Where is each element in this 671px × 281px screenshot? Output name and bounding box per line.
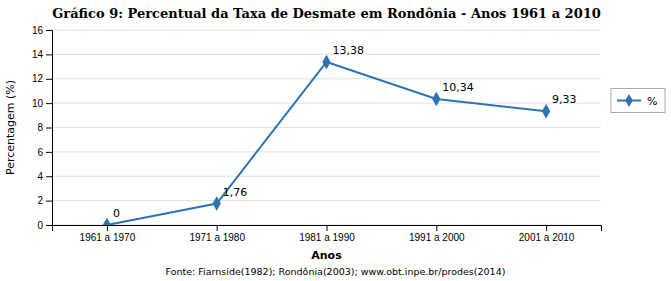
data-label: 13,38 [333, 44, 365, 57]
y-tick: 10 [32, 98, 52, 109]
x-tick: 2001 a 2010 [519, 225, 575, 243]
x-tick-mark [217, 225, 218, 231]
y-tick-mark [46, 225, 52, 226]
y-tick-mark [46, 176, 52, 177]
grid-line [52, 78, 601, 79]
legend: % [611, 89, 665, 113]
x-tick-label: 1971 a 1980 [189, 232, 245, 243]
y-tick-label: 8 [37, 122, 43, 133]
legend-label: % [647, 95, 657, 108]
y-axis: 0 2 4 6 8 10 12 14 16 [32, 25, 53, 231]
x-axis-title: Anos [311, 249, 342, 262]
grid-line [52, 127, 601, 128]
source: Fonte: Fiarnside(1982); Rondônia(2003); … [166, 266, 506, 277]
y-tick: 12 [32, 73, 52, 84]
x-tick-mark [327, 225, 328, 231]
y-axis-line [46, 31, 53, 226]
x-tick-label: 1981 a 1990 [299, 232, 355, 243]
point [432, 92, 440, 106]
grid-line [52, 176, 601, 177]
grid-line [52, 30, 601, 31]
x-tick-mark [546, 225, 547, 231]
y-tick-mark [46, 201, 52, 202]
y-tick: 2 [37, 195, 52, 206]
x-tick: 1991 a 2000 [409, 225, 465, 243]
x-axis-line [53, 226, 602, 232]
y-tick-label: 14 [32, 49, 44, 60]
data-label: 10,34 [442, 81, 474, 94]
line [107, 62, 546, 225]
y-tick-mark [46, 30, 52, 31]
grid-line [52, 151, 601, 152]
x-axis: 1961 a 1970 1971 a 1980 1981 a 1990 1991 a … [53, 225, 602, 243]
point [213, 196, 221, 210]
x-tick: 1981 a 1990 [299, 225, 355, 243]
point [542, 104, 550, 118]
y-tick-label: 12 [32, 73, 44, 84]
y-tick-mark [46, 79, 52, 80]
point [103, 218, 111, 225]
y-tick: 14 [32, 49, 52, 60]
y-tick-label: 10 [32, 98, 44, 109]
x-tick-mark [107, 225, 108, 231]
legend-frame [611, 89, 665, 113]
x-tick-label: 2001 a 2010 [519, 232, 575, 243]
y-tick-label: 2 [37, 195, 43, 206]
x-tick: 1971 a 1980 [189, 225, 245, 243]
y-tick: 16 [32, 25, 52, 36]
plot: 0 2 4 6 8 10 12 14 16 1961 a 1970 1971 a 1980 1981 … [32, 25, 602, 243]
chart: 0 2 4 6 8 10 12 14 16 1961 a 1970 1971 a 1980 1981 … [0, 0, 671, 281]
y-tick-label: 4 [37, 171, 43, 182]
x-tick: 1961 a 1970 [80, 225, 136, 243]
x-tick-label: 1961 a 1970 [80, 232, 136, 243]
y-tick-label: 0 [37, 220, 43, 231]
y-tick: 0 [37, 220, 52, 231]
grid-line [52, 200, 601, 201]
y-tick: 8 [37, 122, 52, 133]
title: Gráfico 9: Percentual da Taxa de Desmate… [52, 6, 601, 21]
marks [103, 55, 551, 225]
data-labels: 0 1,76 13,38 10,34 9,33 [113, 44, 577, 220]
legend-item: % [617, 94, 657, 108]
point [322, 55, 330, 69]
y-axis-title: Percentagem (%) [4, 80, 17, 175]
y-tick-label: 16 [32, 25, 44, 36]
y-tick-mark [46, 103, 52, 104]
y-tick: 6 [37, 147, 52, 158]
grid-line [52, 103, 601, 104]
x-tick-mark [436, 225, 437, 231]
grid [52, 30, 601, 225]
legend-marker [625, 94, 633, 107]
data-label: 9,33 [552, 93, 577, 106]
data-label: 0 [113, 207, 120, 220]
y-tick-label: 6 [37, 147, 43, 158]
y-tick-mark [46, 152, 52, 153]
x-tick-label: 1991 a 2000 [409, 232, 465, 243]
y-tick-mark [46, 54, 52, 55]
y-tick-mark [46, 128, 52, 129]
data-label: 1,76 [223, 186, 248, 199]
y-tick: 4 [37, 171, 52, 182]
